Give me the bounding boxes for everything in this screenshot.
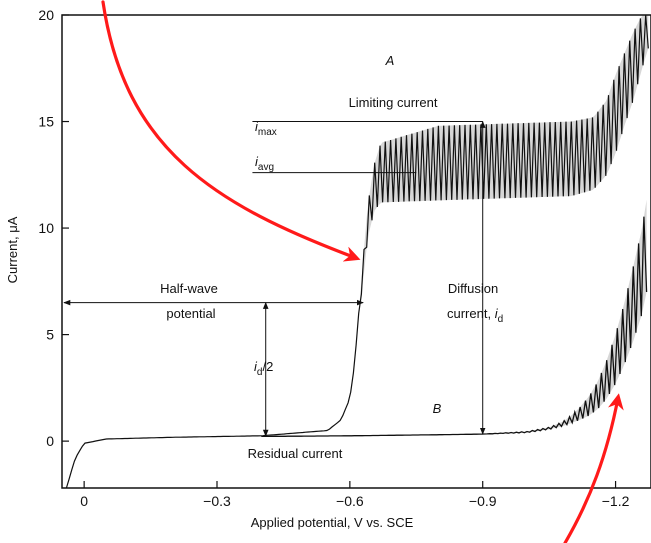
x-tick-label: −1.2 <box>602 493 630 509</box>
curve-a-label: A <box>385 53 395 68</box>
half-diffusion-label: id/2 <box>254 359 273 378</box>
residual-current-label: Residual current <box>248 446 343 461</box>
i-avg-label: iavg <box>255 154 274 173</box>
y-axis-title: Current, μA <box>5 216 20 283</box>
x-tick-label: −0.9 <box>469 493 497 509</box>
red-arrow-decomposition <box>563 393 624 543</box>
tick-marks <box>62 14 617 488</box>
y-tick-labels: 0 5 10 15 20 <box>38 7 54 449</box>
half-wave-label-line2: potential <box>166 306 215 321</box>
red-arrow-half-wave <box>101 0 361 262</box>
diffusion-label-line2: current, id <box>447 306 503 325</box>
curve-b-label: B <box>433 401 442 416</box>
limiting-current-label: Limiting current <box>349 95 438 110</box>
x-tick-label: −0.3 <box>203 493 231 509</box>
y-tick-label: 10 <box>38 220 54 236</box>
y-tick-label: 20 <box>38 7 54 23</box>
y-tick-label: 0 <box>46 433 54 449</box>
x-tick-label: −0.6 <box>336 493 364 509</box>
curve-a-oscillation-band <box>66 15 649 488</box>
diffusion-label-line1: Diffusion <box>448 281 498 296</box>
x-tick-label: 0 <box>80 493 88 509</box>
y-tick-label: 15 <box>38 114 54 130</box>
x-tick-labels: 0 −0.3 −0.6 −0.9 −1.2 <box>80 493 629 509</box>
i-max-label: imax <box>255 119 277 138</box>
half-wave-label-line1: Half-wave <box>160 281 218 296</box>
y-tick-label: 5 <box>46 327 54 343</box>
curve-a-line <box>65 14 649 489</box>
curve-b-line <box>261 216 648 438</box>
plot-frame <box>61 14 651 489</box>
x-axis-title: Applied potential, V vs. SCE <box>251 515 414 530</box>
